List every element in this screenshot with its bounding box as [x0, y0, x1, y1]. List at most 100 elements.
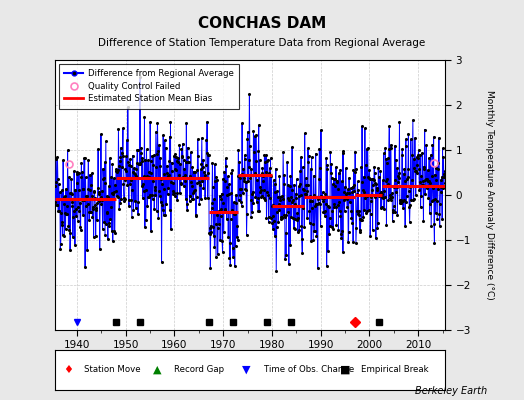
Point: [264, 219, 272, 225]
Point: [332, 222, 341, 229]
Point: [111, 230, 119, 236]
Point: [93, 216, 101, 223]
Point: [295, 227, 303, 234]
Point: [339, 148, 347, 155]
Point: [135, 161, 144, 168]
Point: [324, 204, 333, 210]
Point: [314, 200, 323, 206]
Point: [335, 208, 344, 214]
Point: [285, 197, 293, 203]
Point: [401, 142, 410, 149]
Point: [64, 174, 73, 180]
Point: [420, 163, 428, 170]
Point: [250, 172, 258, 178]
Point: [171, 193, 179, 199]
Point: [333, 178, 342, 185]
Point: [162, 163, 171, 169]
Point: [260, 158, 269, 165]
Point: [376, 191, 384, 198]
Point: [139, 181, 147, 187]
Point: [79, 186, 88, 192]
Point: [210, 243, 219, 250]
Point: [132, 173, 140, 180]
Point: [112, 166, 121, 172]
Point: [196, 182, 204, 189]
Point: [271, 189, 280, 196]
Point: [386, 194, 394, 201]
Point: [278, 214, 287, 220]
Point: [267, 215, 275, 221]
Point: [150, 184, 159, 190]
Point: [277, 214, 285, 220]
Point: [199, 185, 208, 192]
Point: [434, 166, 442, 172]
Point: [351, 148, 359, 155]
Point: [373, 225, 381, 232]
Point: [159, 132, 167, 138]
Point: [357, 217, 365, 224]
Point: [125, 203, 133, 209]
Point: [142, 187, 150, 194]
Point: [344, 229, 353, 236]
Point: [69, 214, 78, 220]
Point: [273, 208, 281, 215]
Point: [313, 201, 322, 208]
Point: [235, 197, 243, 204]
Point: [259, 178, 267, 184]
Point: [206, 224, 214, 231]
Point: [86, 187, 94, 193]
Point: [385, 123, 394, 129]
Point: [346, 185, 355, 191]
Point: [242, 186, 250, 193]
Point: [439, 154, 447, 160]
Point: [321, 191, 330, 198]
Point: [79, 212, 88, 219]
Point: [272, 268, 280, 274]
Point: [311, 150, 320, 157]
Point: [293, 228, 302, 235]
Point: [140, 114, 149, 121]
Point: [365, 166, 374, 173]
Point: [195, 201, 203, 207]
Point: [244, 156, 253, 163]
Point: [417, 193, 425, 200]
Point: [183, 206, 191, 213]
Point: [110, 189, 118, 195]
Point: [169, 188, 178, 194]
Point: [122, 168, 130, 174]
Point: [374, 220, 382, 226]
Point: [294, 215, 302, 221]
Point: [254, 208, 262, 214]
Point: [328, 208, 336, 214]
Point: [91, 195, 99, 202]
Point: [388, 194, 396, 200]
Point: [155, 142, 163, 148]
Point: [85, 216, 93, 223]
Point: [347, 214, 356, 221]
Point: [221, 178, 229, 184]
Point: [245, 91, 254, 98]
Point: [426, 179, 434, 186]
Point: [349, 238, 357, 245]
Point: [238, 120, 246, 127]
Point: [228, 166, 236, 173]
Point: [181, 178, 189, 184]
Point: [116, 200, 124, 206]
Point: [119, 194, 128, 201]
Point: [324, 248, 332, 254]
Point: [264, 157, 272, 163]
Point: [307, 166, 315, 172]
Point: [351, 165, 359, 172]
Point: [123, 182, 132, 188]
Point: [176, 160, 184, 167]
Point: [309, 237, 318, 244]
Point: [192, 194, 201, 200]
Point: [341, 195, 350, 202]
Point: [162, 174, 170, 181]
Point: [121, 177, 129, 183]
Point: [71, 242, 79, 248]
Point: [435, 211, 443, 217]
Point: [381, 145, 389, 152]
Point: [393, 165, 401, 172]
Point: [78, 169, 86, 176]
